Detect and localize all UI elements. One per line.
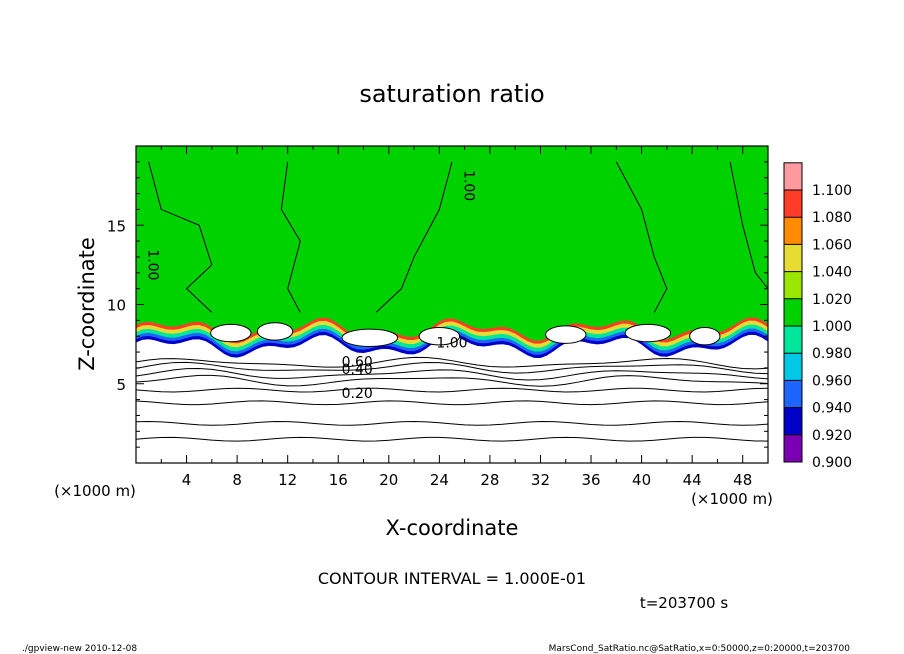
colorbar-swatch [784, 244, 802, 272]
contour-line-unity [148, 161, 213, 313]
contour-label: 1.00 [436, 335, 467, 351]
footer-right: MarsCond_SatRatio.nc@SatRatio,x=0:50000,… [549, 644, 851, 654]
contour-line [136, 387, 768, 393]
chart-title: saturation ratio [359, 80, 544, 108]
contour-line [136, 367, 768, 381]
x-axis-label: X-coordinate [386, 516, 519, 540]
x-tick-label: 32 [531, 471, 550, 489]
contour-line [136, 356, 768, 370]
contour-label: 0.60 [342, 354, 373, 370]
colorbar-label: 0.900 [812, 455, 852, 471]
z-axis-ticks: 5 10 15 [107, 145, 768, 464]
contour-interval-label: CONTOUR INTERVAL = 1.000E-01 [318, 569, 586, 588]
contour-lines [136, 161, 768, 442]
cloud-blob [341, 328, 399, 348]
colorbar-swatch [784, 407, 802, 435]
contour-line [136, 374, 768, 387]
contour-label: 0.20 [342, 386, 373, 402]
contour-labels: 0.20 0.400.60 1.00 1.00 1.00 [145, 170, 477, 402]
colorbar-swatch [784, 298, 802, 326]
cloud-blob [689, 326, 721, 346]
colorbar-label: 0.960 [812, 373, 852, 389]
x-tick-label: 40 [632, 471, 651, 489]
z-tick-label: 5 [116, 376, 126, 394]
colorbar-label: 1.040 [812, 265, 852, 281]
contour-line-unity [280, 161, 301, 313]
colorbar-swatch [784, 380, 802, 408]
colorbar-swatch [784, 271, 802, 299]
plot-area: 0.200.400.601.001.001.00 4 8 12 16 20 24 28 32 3… [107, 145, 769, 489]
contour-label: 1.00 [461, 170, 477, 201]
cloud-blob [624, 323, 672, 343]
contour-line [136, 436, 768, 442]
x-unit-label-left: (×1000 m) [54, 482, 136, 500]
x-tick-label: 48 [733, 471, 752, 489]
colorbar-label: 1.000 [812, 319, 852, 335]
x-tick-label: 16 [329, 471, 348, 489]
time-label: t=203700 s [640, 594, 728, 612]
footer-left: ./gpview-new 2010-12-08 [22, 644, 137, 654]
x-unit-label-right: (×1000 m) [691, 490, 773, 508]
contour-label: 0.40 [342, 362, 373, 378]
x-tick-label: 44 [683, 471, 702, 489]
colorbar-label: 0.980 [812, 346, 852, 362]
x-tick-label: 28 [480, 471, 499, 489]
colorbar-swatch [784, 190, 802, 218]
colorbar-label: 1.100 [812, 183, 852, 199]
colorbar-swatch [784, 434, 802, 462]
colorbar-label: 1.080 [812, 210, 852, 226]
contour-line [136, 361, 768, 375]
saturation-field [136, 146, 768, 463]
x-tick-label: 20 [379, 471, 398, 489]
colorbar-swatch [784, 162, 802, 190]
x-tick-label: 4 [182, 471, 192, 489]
colorbar-swatch [784, 353, 802, 381]
z-tick-label: 15 [107, 217, 126, 235]
colorbar-swatch [784, 326, 802, 354]
x-tick-label: 24 [430, 471, 449, 489]
colorbar-label: 0.940 [812, 401, 852, 417]
cloud-blob [210, 323, 252, 343]
x-axis-ticks: 4 8 12 16 20 24 28 32 36 40 44 48 [135, 146, 769, 489]
contour-line [136, 420, 768, 426]
x-tick-label: 8 [232, 471, 242, 489]
contour-line-unity [615, 161, 668, 313]
contour-label: 1.00 [145, 249, 161, 280]
colorbar-swatch [784, 217, 802, 245]
x-tick-label: 12 [278, 471, 297, 489]
contour-line-unity [729, 161, 768, 289]
colorbar-label: 1.020 [812, 292, 852, 308]
colorbar-label: 0.920 [812, 428, 852, 444]
cloud-blob [256, 322, 294, 341]
cloud-blob [545, 325, 587, 344]
colorbar: 0.900 0.920 0.940 0.960 0.980 1.000 1.020 1.040… [783, 162, 852, 471]
contour-line-unity [375, 161, 453, 313]
contour-line [136, 400, 768, 406]
colorbar-label: 1.060 [812, 237, 852, 253]
cloud-blob [418, 326, 461, 346]
z-axis-label: Z-coordinate [75, 237, 99, 371]
z-tick-label: 10 [107, 297, 126, 315]
subsaturated-region [136, 334, 768, 463]
x-tick-label: 36 [581, 471, 600, 489]
